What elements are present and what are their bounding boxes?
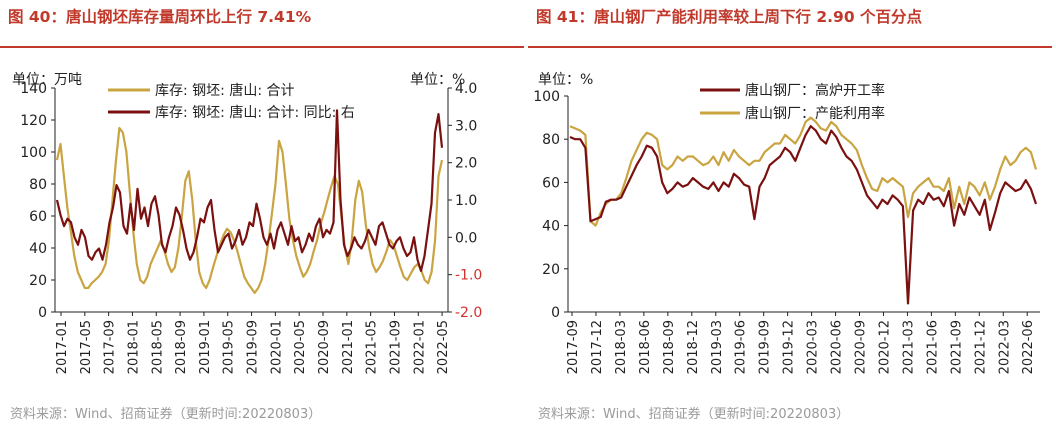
x-tick-label: 2020-03 [806, 320, 821, 374]
left-chart-title: 图 40：唐山钢坯库存量周环比上行 7.41% [8, 8, 312, 26]
x-tick-label: 2018-06 [638, 320, 653, 374]
x-tick-label: 2018-09 [662, 320, 677, 374]
y-tick-label: 100 [533, 89, 560, 105]
x-tick-label: 2020-09 [317, 320, 332, 374]
y-left-tick-label: 140 [20, 81, 47, 97]
series-line-inventory [55, 126, 444, 294]
legend-label-blast-furnace: 唐山钢厂：高炉开工率 [745, 82, 885, 99]
x-tick-label: 2019-05 [222, 320, 237, 374]
y-tick-label: 60 [542, 175, 560, 191]
right-title-rule [528, 46, 1052, 48]
y-right-tick-label: 4.0 [455, 81, 477, 97]
y-tick-label: 20 [542, 262, 560, 278]
left-chart-source: 资料来源：Wind、招商证券（更新时间:20220803） [10, 407, 322, 422]
y-right-tick-label: -1.0 [455, 268, 482, 284]
y-right-tick-label: 2.0 [455, 156, 477, 172]
series-line-yoy [55, 109, 444, 272]
y-right-tick-label: 3.0 [455, 118, 477, 134]
x-tick-label: 2021-01 [341, 320, 356, 374]
x-tick-label: 2021-09 [388, 320, 403, 374]
legend-label-yoy: 库存: 钢坯: 唐山: 合计: 同比: 右 [155, 104, 355, 121]
x-tick-label: 2021-06 [925, 320, 940, 374]
y-left-tick-label: 20 [29, 273, 47, 289]
x-tick-label: 2021-12 [973, 320, 988, 374]
y-left-tick-label: 80 [29, 177, 47, 193]
x-tick-label: 2017-09 [103, 320, 118, 374]
x-tick-label: 2019-01 [198, 320, 213, 374]
series-line-capacity-utilization [569, 116, 1038, 227]
x-tick-label: 2021-05 [365, 320, 380, 374]
left-title-rule [0, 46, 524, 48]
x-tick-label: 2022-06 [1021, 320, 1036, 374]
right-chart-source: 资料来源：Wind、招商证券（更新时间:20220803） [538, 407, 850, 422]
y-right-tick-label: -2.0 [455, 305, 482, 321]
x-tick-label: 2017-12 [590, 320, 605, 374]
x-tick-label: 2020-06 [830, 320, 845, 374]
y-tick-label: 0 [551, 305, 560, 321]
x-tick-label: 2018-12 [686, 320, 701, 374]
y-tick-label: 80 [542, 132, 560, 148]
left-chart-panel: 图 40：唐山钢坯库存量周环比上行 7.41% 0 20 40 60 80 100 120 1… [0, 8, 524, 422]
y-left-tick-label: 100 [20, 145, 47, 161]
x-tick-label: 2020-05 [293, 320, 308, 374]
y-right-tick-label: 0.0 [455, 230, 477, 246]
x-tick-label: 2022-03 [997, 320, 1012, 374]
y-left-tick-label: 60 [29, 209, 47, 225]
y-tick-label: 40 [542, 219, 560, 235]
series-line-blast-furnace [569, 125, 1038, 305]
x-tick-label: 2017-09 [566, 320, 581, 374]
x-tick-label: 2018-01 [126, 320, 141, 374]
unit-label: 单位：% [538, 72, 593, 88]
x-tick-label: 2022-01 [412, 320, 427, 374]
x-tick-label: 2018-05 [150, 320, 165, 374]
left-chart-svg: 0 20 40 60 80 100 120 140 -2.0 -1.0 0.0 1.0 2.0 3.0 4.… [12, 72, 482, 374]
x-tick-label: 2020-12 [877, 320, 892, 374]
x-tick-label: 2018-03 [614, 320, 629, 374]
x-tick-label: 2018-09 [174, 320, 189, 374]
x-tick-label: 2021-03 [901, 320, 916, 374]
right-chart-svg: 0 20 40 60 80 100 2017-09 2017-12 2018-03 2018-06… [533, 72, 1040, 374]
y-left-tick-label: 120 [20, 113, 47, 129]
legend-label-inventory: 库存: 钢坯: 唐山: 合计 [155, 82, 295, 99]
x-tick-label: 2021-09 [949, 320, 964, 374]
y-left-tick-label: 0 [38, 305, 47, 321]
x-tick-label: 2019-12 [782, 320, 797, 374]
right-unit-label: 单位：% [410, 72, 465, 88]
x-tick-label: 2019-03 [710, 320, 725, 374]
y-left-tick-label: 40 [29, 241, 47, 257]
x-tick-label: 2022-05 [436, 320, 451, 374]
x-tick-label: 2017-01 [55, 320, 70, 374]
legend-label-capacity: 唐山钢厂：产能利用率 [745, 105, 885, 122]
right-chart-title: 图 41：唐山钢厂产能利用率较上周下行 2.90 个百分点 [536, 8, 923, 26]
x-tick-label: 2019-09 [246, 320, 261, 374]
x-tick-label: 2019-09 [758, 320, 773, 374]
x-tick-label: 2020-01 [269, 320, 284, 374]
left-unit-label: 单位：万吨 [12, 72, 82, 88]
right-chart-panel: 图 41：唐山钢厂产能利用率较上周下行 2.90 个百分点 0 20 40 60 80 1… [528, 0, 1056, 429]
y-right-tick-label: 1.0 [455, 193, 477, 209]
x-tick-label: 2019-06 [734, 320, 749, 374]
x-tick-label: 2017-05 [79, 320, 94, 374]
x-tick-label: 2020-09 [854, 320, 869, 374]
